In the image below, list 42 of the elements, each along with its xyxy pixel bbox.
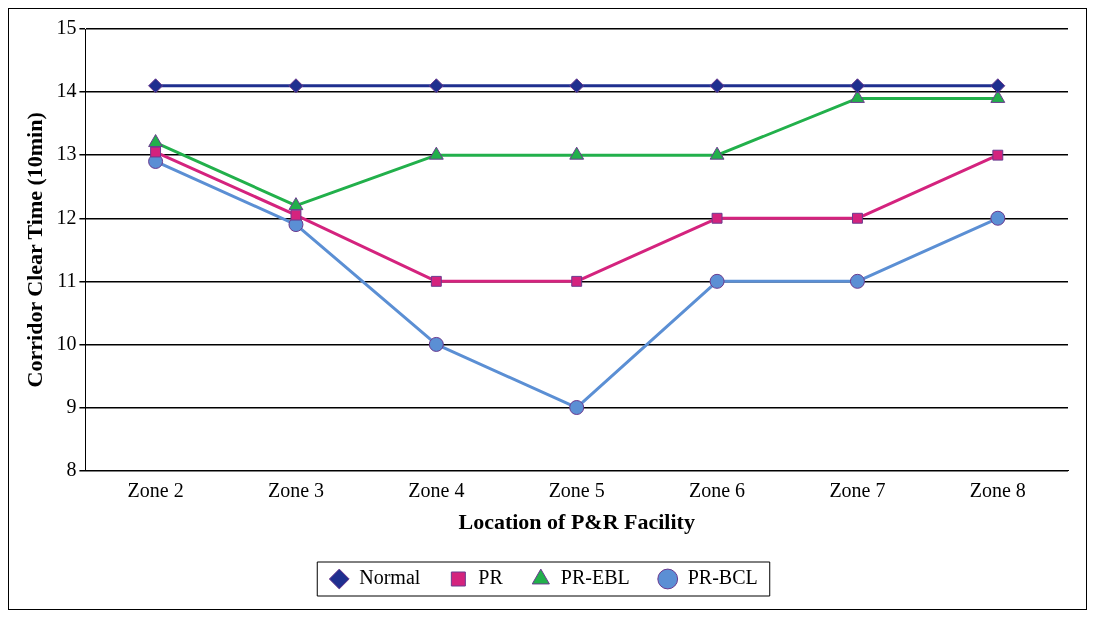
point <box>849 78 865 94</box>
point <box>290 209 302 221</box>
x-tick-label: Zone 5 <box>548 478 605 501</box>
y-tick-label: 14 <box>56 79 77 102</box>
y-tick-label: 9 <box>66 394 77 417</box>
point <box>992 149 1004 161</box>
y-tick-label: 11 <box>57 268 77 291</box>
point <box>428 336 444 352</box>
point <box>148 78 164 94</box>
x-tick-label: Zone 6 <box>689 478 746 501</box>
point <box>428 78 444 94</box>
point <box>711 212 723 224</box>
y-tick-label: 12 <box>56 205 77 228</box>
x-tick-label: Zone 7 <box>829 478 886 501</box>
legend-label: PR <box>478 566 504 589</box>
x-tick-label: Zone 2 <box>127 478 184 501</box>
point <box>148 134 164 148</box>
x-tick-label: Zone 4 <box>408 478 465 501</box>
legend-label: PR-BCL <box>687 566 758 589</box>
point <box>288 78 304 94</box>
x-tick-label: Zone 8 <box>969 478 1026 501</box>
point <box>849 273 865 289</box>
point <box>709 273 725 289</box>
point <box>851 212 863 224</box>
legend-label: Normal <box>359 566 421 589</box>
legend-label: PR-EBL <box>560 566 630 589</box>
y-tick-label: 10 <box>56 331 77 354</box>
y-tick-label: 15 <box>56 16 77 39</box>
y-tick-label: 8 <box>66 457 77 480</box>
point <box>709 78 725 94</box>
x-tick-label: Zone 3 <box>267 478 324 501</box>
point <box>288 197 304 211</box>
point <box>150 146 162 158</box>
point <box>990 210 1006 226</box>
x-axis-title: Location of P&R Facility <box>458 509 695 535</box>
y-tick-label: 13 <box>56 142 77 165</box>
point <box>571 275 583 287</box>
point <box>990 78 1006 94</box>
y-axis-title: Corridor Clear Time (10min) <box>21 112 47 388</box>
point <box>569 400 585 416</box>
point <box>569 78 585 94</box>
point <box>430 275 442 287</box>
